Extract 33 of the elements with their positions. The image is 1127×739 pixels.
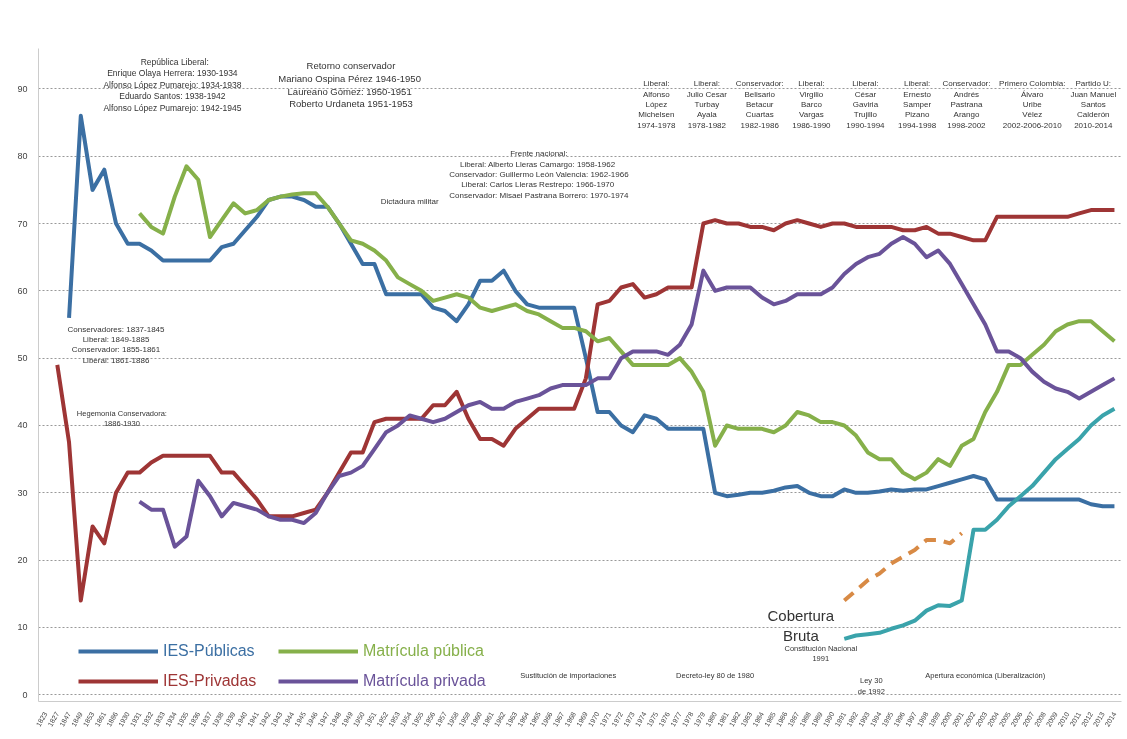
legend-label: Matrícula pública	[363, 642, 484, 660]
legend-label: IES-Privadas	[163, 672, 257, 690]
y-tick-label: 70	[17, 218, 28, 229]
annotation: Conservador: Andrés Pastrana Arango 1998-2002	[942, 79, 991, 130]
annotation: Dictadura militar	[380, 197, 439, 207]
legend-label: Matrícula privada	[363, 672, 486, 690]
annotation: Retorno conservador Mariano Ospina Pérez 1946-1950 Laureano Gómez: 1950-1951 Roberto Urdaneta 1951-1953	[278, 60, 421, 110]
annotation: República Liberal: Enrique Olaya Herrera: 1930-1934 Alfonso López Pumarejo: 1934-1938 Eduardo Santos: 1938-1942 Alfonso López Pumarejo: 1942-1945	[103, 56, 242, 113]
y-tick-label: 10	[17, 622, 28, 633]
annotation: Conservador: Belisario Betacur Cuartas 1982-1986	[735, 79, 784, 130]
line-series	[842, 531, 964, 603]
annotation: Liberal: Ernesto Samper Pizano 1994-1998	[897, 79, 937, 130]
y-tick-label: 40	[17, 420, 28, 431]
line-series	[842, 406, 1117, 641]
y-tick-label: 60	[17, 285, 28, 296]
line-series	[67, 113, 1117, 509]
annotation: Liberal: Julio Cesar Turbay Ayala 1978-1982	[686, 79, 728, 130]
annotation: Liberal: Alfonso López Michelsen 1974-1978	[637, 79, 677, 130]
annotation: Partido U: Juan Manuel Santos Calderón 2010-2014	[1070, 79, 1117, 130]
annotation: Primero Colombia: Álvaro Uribe Vélez 2002-2006-2010	[999, 79, 1066, 130]
line-series	[55, 208, 1117, 603]
annotation: Liberal: César Gaviria Trujillo 1990-1994	[846, 79, 886, 130]
annotation: Frente nacional: Liberal: Alberto Lleras Camargo: 1958-1962 Conservador: Guillermo León Valencia: 1962-1966 Liberal: Carlos Lleras Restrepo: 1966-1970 Conservador: Misael Pastrana Borrero: 1970-1974	[449, 149, 630, 200]
legend-label: IES-Públicas	[163, 642, 255, 660]
y-tick-label: 80	[17, 151, 28, 162]
annotation: Conservadores: 1837-1845 Liberal: 1849-1885 Conservador: 1855-1861 Liberal: 1861-1886	[67, 324, 166, 365]
y-tick-label: 90	[17, 83, 28, 94]
y-tick-label: 0	[22, 689, 28, 700]
annotation: Liberal: Virgilio Barco Vargas 1986-1990	[792, 79, 832, 130]
y-tick-label: 50	[17, 353, 28, 364]
y-tick-label: 20	[17, 555, 28, 566]
y-tick-label: 30	[17, 487, 28, 498]
annotation: Cobertura Bruta	[767, 607, 835, 644]
